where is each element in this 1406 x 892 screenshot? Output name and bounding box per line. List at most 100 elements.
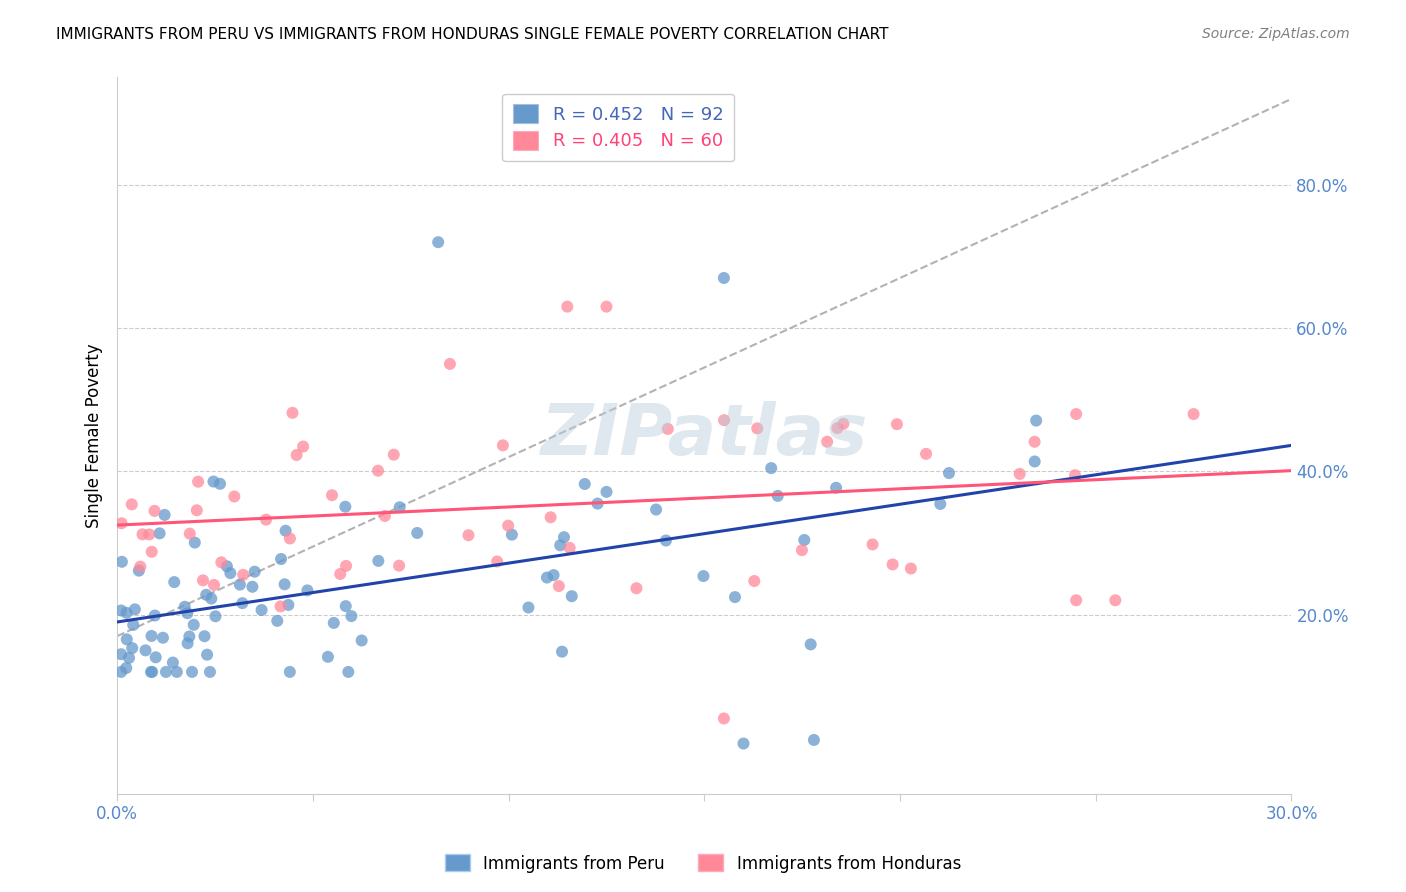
Point	[232, 567, 254, 582]
Point	[713, 413, 735, 427]
Point	[285, 448, 308, 462]
Point	[124, 602, 146, 616]
Point	[316, 649, 339, 664]
Point	[297, 583, 319, 598]
Point	[187, 475, 209, 489]
Point	[540, 510, 562, 524]
Point	[115, 661, 138, 675]
Point	[224, 490, 246, 504]
Point	[155, 665, 177, 679]
Point	[1024, 434, 1046, 449]
Text: Source: ZipAtlas.com: Source: ZipAtlas.com	[1202, 27, 1350, 41]
Point	[457, 528, 479, 542]
Point	[200, 591, 222, 606]
Point	[536, 570, 558, 584]
Point	[250, 603, 273, 617]
Point	[800, 637, 823, 651]
Point	[655, 533, 678, 548]
Point	[131, 527, 153, 541]
Point	[266, 614, 288, 628]
Point	[292, 440, 315, 454]
Point	[547, 579, 569, 593]
Point	[204, 609, 226, 624]
Point	[193, 629, 215, 643]
Point	[179, 526, 201, 541]
Point	[198, 665, 221, 679]
Point	[121, 641, 143, 656]
Point	[111, 555, 134, 569]
Point	[862, 537, 884, 551]
Point	[335, 558, 357, 573]
Point	[486, 554, 509, 568]
Point	[335, 599, 357, 614]
Point	[553, 530, 575, 544]
Point	[242, 580, 264, 594]
Point	[938, 466, 960, 480]
Point	[574, 477, 596, 491]
Point	[337, 665, 360, 679]
Point	[141, 545, 163, 559]
Point	[766, 489, 789, 503]
Point	[274, 524, 297, 538]
Point	[270, 552, 292, 566]
Point	[209, 555, 232, 569]
Point	[321, 488, 343, 502]
Point	[382, 448, 405, 462]
Point	[145, 650, 167, 665]
Point	[219, 566, 242, 580]
Point	[139, 665, 162, 679]
Point	[141, 665, 163, 679]
Point	[645, 502, 668, 516]
Point	[115, 606, 138, 620]
Point	[129, 559, 152, 574]
Point	[243, 565, 266, 579]
Point	[1064, 468, 1087, 483]
Point	[548, 538, 571, 552]
Point	[149, 526, 172, 541]
Point	[121, 497, 143, 511]
Point	[329, 566, 352, 581]
Point	[273, 577, 295, 591]
Point	[626, 581, 648, 595]
Point	[202, 578, 225, 592]
Text: ZIPatlas: ZIPatlas	[541, 401, 868, 470]
Point	[143, 504, 166, 518]
Point	[231, 596, 253, 610]
Point	[118, 651, 141, 665]
Point	[110, 647, 132, 661]
Point	[713, 711, 735, 725]
Point	[115, 632, 138, 647]
Point	[134, 643, 156, 657]
Point	[657, 422, 679, 436]
Point	[367, 554, 389, 568]
Point	[561, 589, 583, 603]
Point	[1008, 467, 1031, 481]
Point	[179, 630, 201, 644]
Point	[215, 559, 238, 574]
Point	[191, 574, 214, 588]
Point	[181, 665, 204, 679]
Point	[278, 532, 301, 546]
Point	[595, 484, 617, 499]
Point	[1064, 407, 1087, 421]
Point	[143, 608, 166, 623]
Point	[122, 618, 145, 632]
Point	[110, 603, 132, 617]
Point	[152, 631, 174, 645]
Point	[374, 508, 396, 523]
Point	[1104, 593, 1126, 607]
Point	[832, 417, 855, 431]
Point	[557, 300, 579, 314]
Point	[1025, 413, 1047, 427]
Point	[558, 541, 581, 555]
Point	[153, 508, 176, 522]
Point	[543, 568, 565, 582]
Point	[176, 636, 198, 650]
Point	[138, 527, 160, 541]
Legend: Immigrants from Peru, Immigrants from Honduras: Immigrants from Peru, Immigrants from Ho…	[439, 847, 967, 880]
Point	[278, 665, 301, 679]
Point	[724, 590, 747, 604]
Point	[406, 525, 429, 540]
Point	[1182, 407, 1205, 421]
Point	[427, 235, 450, 249]
